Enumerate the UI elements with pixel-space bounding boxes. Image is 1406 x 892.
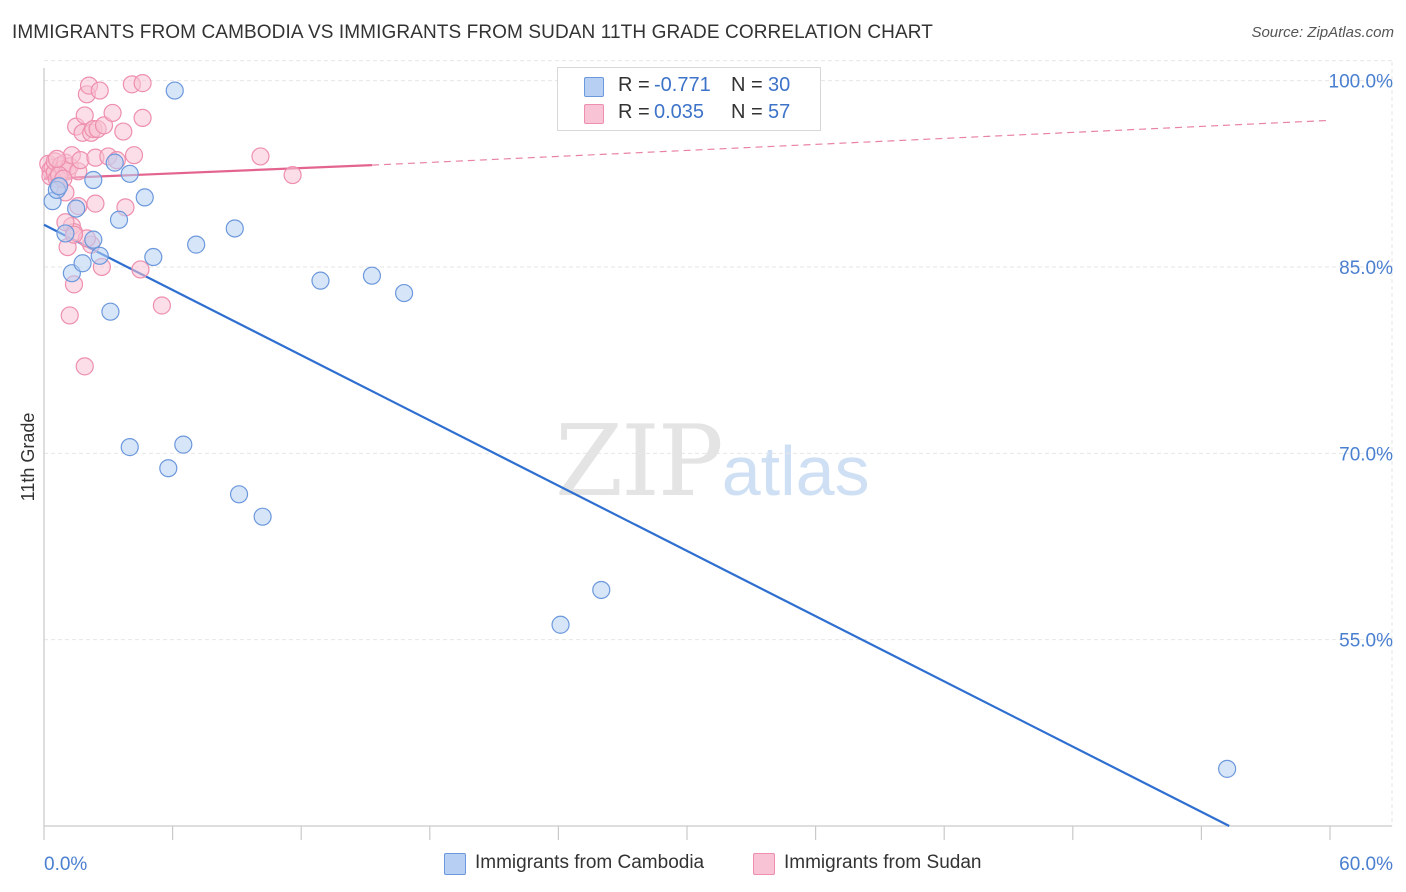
sudan-point bbox=[86, 194, 105, 213]
sudan-trend-extension bbox=[371, 119, 1331, 166]
cambodia-legend-label: Immigrants from Cambodia bbox=[475, 852, 705, 873]
cambodia-point bbox=[49, 177, 69, 196]
sudan-r-label: R = bbox=[618, 101, 650, 123]
sudan-r-value: 0.035 bbox=[654, 101, 705, 123]
cambodia-point bbox=[394, 283, 414, 303]
cambodia-point bbox=[165, 81, 184, 100]
sudan-swatch bbox=[584, 104, 604, 124]
cambodia-point bbox=[101, 302, 120, 321]
y-tick-label: 55.0% bbox=[1339, 631, 1393, 652]
cambodia-point bbox=[362, 266, 382, 285]
cambodia-point bbox=[105, 153, 124, 172]
cambodia-point bbox=[229, 485, 249, 504]
cambodia-point bbox=[253, 507, 272, 526]
sudan-legend-swatch bbox=[753, 853, 775, 875]
cambodia-point bbox=[174, 435, 193, 454]
cambodia-point bbox=[90, 246, 109, 265]
sudan-point bbox=[133, 108, 152, 128]
y-axis-title: 11th Grade bbox=[18, 413, 38, 502]
cambodia-r-value: -0.771 bbox=[654, 74, 711, 96]
sudan-point bbox=[251, 147, 270, 166]
tick-labels: 55.0% 70.0% 85.0% 100.0% 0.0% 60.0% 11th Grade bbox=[18, 72, 1393, 875]
cambodia-point bbox=[225, 219, 244, 238]
y-tick-label: 85.0% bbox=[1339, 258, 1393, 279]
cambodia-point bbox=[159, 459, 178, 478]
sudan-point bbox=[131, 260, 150, 279]
cambodia-point bbox=[73, 254, 92, 273]
sudan-point bbox=[47, 149, 66, 168]
cambodia-n-value: 30 bbox=[768, 74, 791, 96]
cambodia-point bbox=[67, 199, 86, 218]
cambodia-swatch bbox=[584, 77, 604, 97]
data-points bbox=[39, 74, 1237, 778]
sudan-point bbox=[75, 357, 94, 376]
cambodia-point bbox=[84, 230, 103, 249]
sudan-point bbox=[94, 116, 114, 135]
sudan-point bbox=[75, 106, 94, 125]
cambodia-r-label: R = bbox=[618, 74, 650, 96]
cambodia-trend-line bbox=[43, 223, 1230, 827]
sudan-point bbox=[71, 151, 90, 170]
cambodia-point bbox=[187, 235, 206, 254]
cambodia-n-label: N = bbox=[731, 74, 763, 96]
sudan-point bbox=[283, 165, 302, 185]
cambodia-legend-swatch bbox=[444, 853, 466, 875]
x-tick-label: 60.0% bbox=[1339, 854, 1393, 875]
cambodia-point bbox=[109, 210, 129, 229]
sudan-point bbox=[60, 306, 79, 325]
sudan-legend-label: Immigrants from Sudan bbox=[784, 852, 982, 873]
cambodia-point bbox=[592, 580, 611, 600]
grid-lines bbox=[44, 60, 1393, 826]
sudan-point bbox=[90, 81, 109, 100]
cambodia-point bbox=[1218, 759, 1237, 778]
stats-legend: R = -0.771 N = 30 R = 0.035 N = 57 bbox=[557, 67, 821, 131]
cambodia-point bbox=[120, 438, 139, 457]
x-tick-label: 0.0% bbox=[44, 854, 87, 875]
source-label: Source: ZipAtlas.com bbox=[1251, 24, 1394, 41]
y-tick-label: 100.0% bbox=[1329, 72, 1394, 93]
y-tick-label: 70.0% bbox=[1339, 444, 1393, 465]
sudan-point bbox=[114, 122, 133, 141]
sudan-n-value: 57 bbox=[768, 101, 791, 123]
sudan-point bbox=[103, 103, 122, 123]
sudan-point bbox=[133, 74, 152, 93]
axes bbox=[43, 68, 1392, 840]
cambodia-point bbox=[120, 164, 139, 183]
cambodia-point bbox=[56, 224, 75, 243]
cambodia-point bbox=[311, 271, 330, 290]
cambodia-point bbox=[135, 188, 154, 207]
cambodia-point bbox=[84, 170, 103, 190]
cambodia-point bbox=[144, 247, 163, 267]
sudan-point bbox=[152, 296, 171, 315]
cambodia-point bbox=[551, 615, 570, 634]
sudan-n-label: N = bbox=[731, 101, 763, 123]
chart-title: IMMIGRANTS FROM CAMBODIA VS IMMIGRANTS F… bbox=[12, 22, 933, 43]
sudan-point bbox=[124, 146, 144, 165]
